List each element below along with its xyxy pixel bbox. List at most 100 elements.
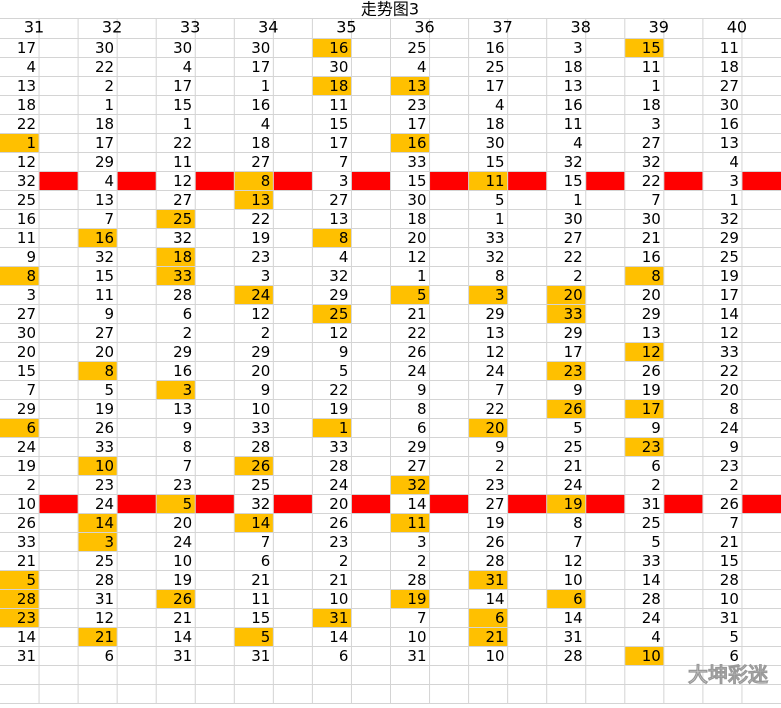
highlight-cell [312,38,352,57]
cell-value: 16 [642,248,661,266]
cell-value: 9 [339,343,349,361]
cell-value: 4 [105,172,115,190]
cell-value: 19 [251,229,270,247]
cell-value: 2 [183,324,193,342]
cell-value: 27 [564,229,583,247]
cell-value: 5 [261,628,271,646]
cell-value: 11 [407,514,426,532]
cell-value: 5 [26,571,36,589]
cell-value: 19 [329,400,348,418]
cell-value: 11 [17,229,36,247]
cell-value: 30 [564,210,583,228]
cell-value: 24 [564,476,583,494]
cell-value: 26 [329,514,348,532]
cell-value: 22 [173,134,192,152]
cell-value: 22 [17,115,36,133]
cell-value: 12 [720,324,739,342]
cell-value: 13 [95,191,114,209]
cell-value: 3 [729,172,739,190]
cell-value: 8 [26,267,36,285]
highlight-cell [468,285,508,304]
cell-value: 23 [173,476,192,494]
cell-value: 13 [642,324,661,342]
cell-value: 10 [564,571,583,589]
cell-value: 31 [720,609,739,627]
cell-value: 29 [720,229,739,247]
cell-value: 7 [183,457,193,475]
cell-value: 32 [486,248,505,266]
cell-value: 15 [173,96,192,114]
cell-value: 31 [564,628,583,646]
cell-value: 16 [173,362,192,380]
red-cell [429,171,469,190]
cell-value: 31 [642,495,661,513]
cell-value: 4 [339,248,349,266]
cell-value: 9 [495,438,505,456]
cell-value: 26 [642,362,661,380]
cell-value: 12 [173,172,192,190]
highlight-cell [624,266,664,285]
cell-value: 9 [573,381,583,399]
column-header: 33 [180,18,200,37]
highlight-cell [312,228,352,247]
cell-value: 30 [329,58,348,76]
cell-value: 16 [486,39,505,57]
red-cell [39,494,79,513]
cell-value: 16 [95,229,114,247]
cell-value: 18 [329,77,348,95]
cell-value: 18 [173,248,192,266]
cell-value: 32 [95,248,114,266]
cell-value: 8 [573,514,583,532]
cell-value: 15 [720,552,739,570]
highlight-cell [624,342,664,361]
cell-value: 29 [407,438,426,456]
cell-value: 9 [729,438,739,456]
cell-value: 8 [261,172,271,190]
cell-value: 23 [95,476,114,494]
cell-value: 14 [564,609,583,627]
highlight-cell [546,285,586,304]
cell-value: 13 [173,400,192,418]
cell-value: 10 [486,647,505,665]
cell-value: 4 [495,96,505,114]
watermark: 大坤彩迷 [688,663,769,687]
cell-value: 21 [486,628,505,646]
cell-value: 28 [251,438,270,456]
highlight-cell [156,247,196,266]
highlight-cell [468,418,508,437]
column-header: 38 [571,18,591,37]
cell-value: 22 [329,381,348,399]
cell-value: 33 [564,305,583,323]
cell-value: 28 [564,647,583,665]
cell-value: 16 [251,96,270,114]
cell-value: 9 [651,419,661,437]
cell-value: 8 [105,362,115,380]
cell-value: 1 [729,191,739,209]
cell-value: 32 [564,153,583,171]
cell-value: 1 [105,96,115,114]
cell-value: 14 [173,628,192,646]
cell-value: 18 [407,210,426,228]
cell-value: 1 [183,115,193,133]
column-header: 36 [414,18,434,37]
cell-value: 31 [251,647,270,665]
cell-value: 15 [486,153,505,171]
red-cell [741,171,781,190]
cell-value: 10 [17,495,36,513]
cell-value: 24 [642,609,661,627]
cell-value: 5 [105,381,115,399]
red-cell [429,494,469,513]
red-cell [117,171,157,190]
cell-value: 20 [642,286,661,304]
red-cell [195,494,235,513]
cell-value: 9 [261,381,271,399]
cell-value: 23 [407,96,426,114]
cell-value: 33 [642,552,661,570]
cell-value: 9 [183,419,193,437]
cell-value: 2 [729,476,739,494]
highlight-cell [624,38,664,57]
cell-value: 9 [105,305,115,323]
cell-value: 13 [407,77,426,95]
highlight-cell [156,380,196,399]
cell-value: 28 [642,590,661,608]
